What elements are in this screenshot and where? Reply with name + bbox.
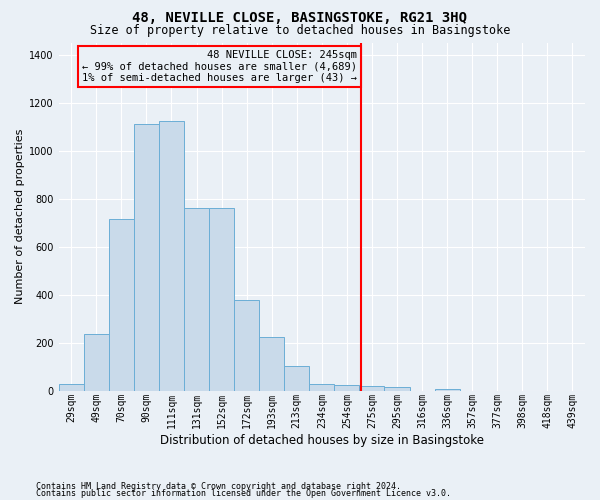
Bar xyxy=(134,124,159,391)
Bar xyxy=(59,384,84,391)
Bar xyxy=(209,208,234,391)
Bar xyxy=(434,388,460,391)
Bar xyxy=(309,384,334,391)
Bar xyxy=(184,208,209,391)
X-axis label: Distribution of detached houses by size in Basingstoke: Distribution of detached houses by size … xyxy=(160,434,484,448)
Text: 48 NEVILLE CLOSE: 245sqm
← 99% of detached houses are smaller (4,689)
1% of semi: 48 NEVILLE CLOSE: 245sqm ← 99% of detach… xyxy=(82,50,357,83)
Bar xyxy=(84,334,109,391)
Text: Size of property relative to detached houses in Basingstoke: Size of property relative to detached ho… xyxy=(90,24,510,37)
Text: Contains HM Land Registry data © Crown copyright and database right 2024.: Contains HM Land Registry data © Crown c… xyxy=(36,482,401,491)
Bar xyxy=(234,300,259,391)
Text: 48, NEVILLE CLOSE, BASINGSTOKE, RG21 3HQ: 48, NEVILLE CLOSE, BASINGSTOKE, RG21 3HQ xyxy=(133,11,467,25)
Bar xyxy=(359,386,385,391)
Bar xyxy=(109,219,134,391)
Bar xyxy=(284,366,309,391)
Bar xyxy=(334,385,359,391)
Bar xyxy=(385,388,410,391)
Bar xyxy=(159,120,184,391)
Text: Contains public sector information licensed under the Open Government Licence v3: Contains public sector information licen… xyxy=(36,490,451,498)
Bar xyxy=(259,337,284,391)
Y-axis label: Number of detached properties: Number of detached properties xyxy=(15,129,25,304)
